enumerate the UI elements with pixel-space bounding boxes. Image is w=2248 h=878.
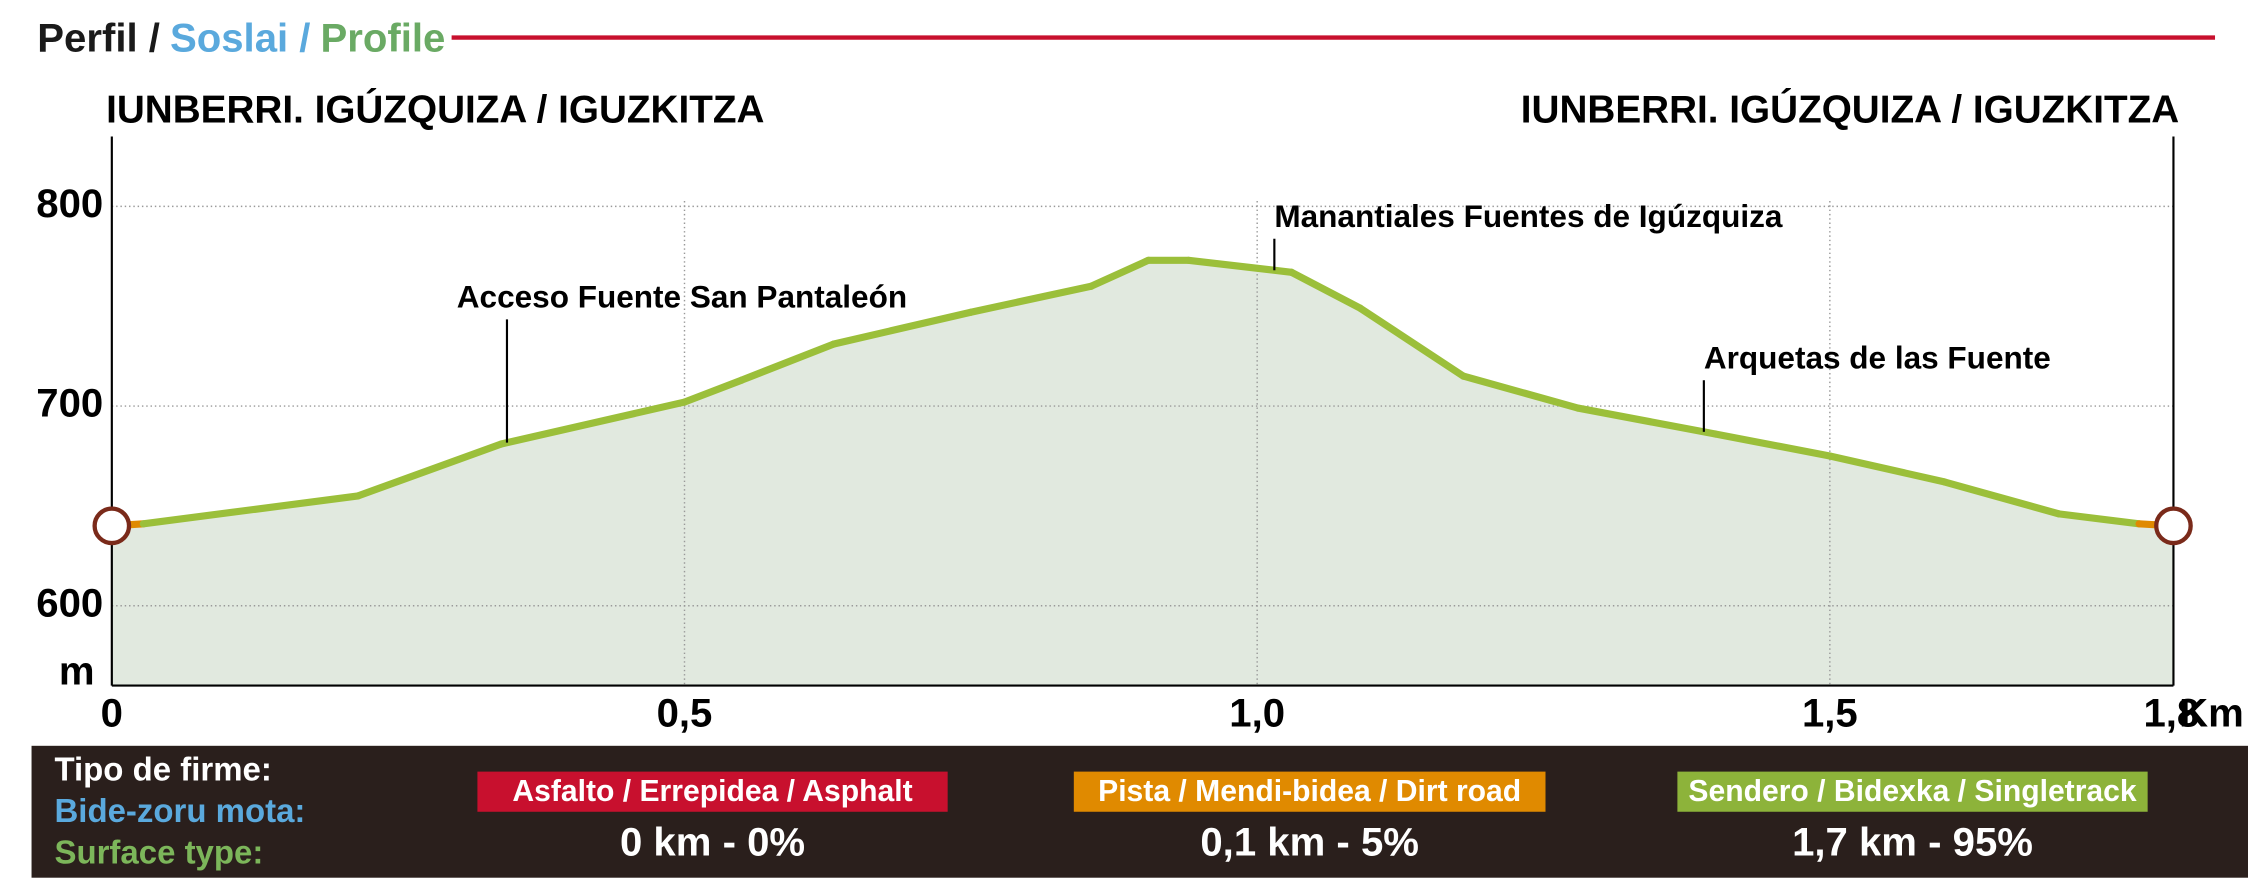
profile-segment xyxy=(1087,256,1152,290)
legend-heading: Surface type: xyxy=(54,833,263,870)
profile-segment xyxy=(497,398,689,448)
legend-heading: Bide-zoru mota: xyxy=(54,792,305,829)
profile-segment xyxy=(680,376,746,406)
x-unit: Km xyxy=(2179,690,2244,735)
x-tick-label: 0,5 xyxy=(657,690,713,735)
title-part: Soslai / xyxy=(170,15,310,60)
end-label: IUNBERRI. IGÚZQUIZA / IGUZKITZA xyxy=(1521,87,2179,131)
legend-swatch xyxy=(477,771,948,812)
legend-heading: Tipo de firme: xyxy=(54,750,271,787)
legend-label: Pista / Mendi-bidea / Dirt road xyxy=(1098,775,1521,808)
legend-value: 0 km - 0% xyxy=(620,819,805,864)
profile-segment xyxy=(139,492,362,528)
legend-label: Asfalto / Errepidea / Asphalt xyxy=(512,775,912,808)
page-title: Perfil / Soslai / Profile xyxy=(37,15,445,60)
annotation: Acceso Fuente San Pantaleón xyxy=(457,279,907,315)
legend-swatch xyxy=(1073,771,1546,812)
profile-segment xyxy=(2055,510,2143,528)
annotation: Manantiales Fuentes de Igúzquiza xyxy=(1274,198,1783,234)
legend-swatch xyxy=(1677,771,2148,812)
endpoint xyxy=(92,506,132,546)
profile-segment xyxy=(1711,430,1834,460)
legend-value: 0,1 km - 5% xyxy=(1200,819,1419,864)
annotation: Arquetas de las Fuente xyxy=(1704,339,2051,375)
y-tick-label: 800 xyxy=(36,181,103,226)
profile-segment xyxy=(1287,268,1364,312)
y-tick-label: 600 xyxy=(36,580,103,625)
profile-segment xyxy=(354,440,505,500)
y-unit: m xyxy=(59,649,95,694)
legend-label: Sendero / Bidexka / Singletrack xyxy=(1688,775,2136,808)
profile-segment xyxy=(967,282,1095,316)
x-tick-label: 1,5 xyxy=(1802,690,1858,735)
y-tick-label: 700 xyxy=(36,381,103,426)
profile-segment xyxy=(829,308,975,348)
profile-segment xyxy=(1356,304,1467,380)
title-part: Profile xyxy=(321,15,446,60)
x-tick-label: 1,0 xyxy=(1229,690,1285,735)
profile-segment xyxy=(1459,372,1582,412)
start-label: IUNBERRI. IGÚZQUIZA / IGUZKITZA xyxy=(106,87,764,131)
profile-segment xyxy=(1826,452,1948,486)
legend-value: 1,7 km - 95% xyxy=(1792,819,2033,864)
profile-segment xyxy=(1940,478,2063,518)
profile-segment xyxy=(1574,404,1719,438)
profile-area xyxy=(111,260,2174,686)
x-tick-label: 0 xyxy=(101,690,123,735)
endpoint xyxy=(2154,506,2193,546)
profile-segment xyxy=(738,340,837,384)
title-part: Perfil / xyxy=(37,15,160,60)
x-tick-label: 1,8 xyxy=(2143,690,2199,735)
